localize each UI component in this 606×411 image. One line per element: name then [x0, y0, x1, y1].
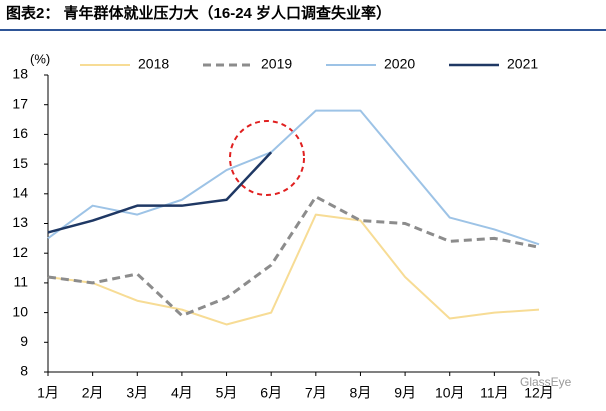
- x-tick-label: 5月: [216, 385, 238, 401]
- y-tick-label: 14: [12, 185, 28, 201]
- y-tick-label: 8: [20, 363, 28, 379]
- y-axis-label: (%): [30, 51, 50, 66]
- y-tick-label: 13: [12, 214, 28, 230]
- y-tick-label: 9: [20, 333, 28, 349]
- legend-label: 2019: [261, 56, 292, 72]
- x-tick-label: 7月: [305, 385, 327, 401]
- x-tick-label: 2月: [82, 385, 104, 401]
- series-line: [47, 213, 540, 326]
- x-tick-label: 6月: [260, 385, 282, 401]
- x-tick-label: 11月: [480, 385, 509, 401]
- series-line: [47, 151, 273, 234]
- highlight-circle: [229, 120, 305, 196]
- y-tick-label: 15: [12, 155, 28, 171]
- watermark: GlassEye: [520, 375, 572, 389]
- x-tick-label: 4月: [171, 385, 193, 401]
- x-tick-label: 10月: [435, 385, 465, 401]
- y-tick-label: 10: [12, 303, 28, 319]
- x-tick-label: 8月: [350, 385, 372, 401]
- y-tick-label: 18: [12, 66, 28, 82]
- x-tick-label: 1月: [37, 385, 59, 401]
- y-tick-label: 12: [12, 244, 28, 260]
- x-tick-label: 12月: [524, 385, 554, 401]
- x-tick-label: 9月: [394, 385, 416, 401]
- y-tick-label: 17: [12, 95, 28, 111]
- legend-label: 2021: [507, 56, 538, 72]
- legend-label: 2018: [138, 56, 169, 72]
- series-line: [47, 109, 540, 246]
- series-line: [47, 195, 540, 318]
- legend-label: 2020: [384, 56, 415, 72]
- x-tick-label: 3月: [126, 385, 148, 401]
- y-tick-label: 11: [13, 274, 28, 290]
- chart-title: 图表2： 青年群体就业压力大（16-24 岁人口调查失业率）: [6, 4, 391, 22]
- y-tick-label: 16: [12, 125, 28, 141]
